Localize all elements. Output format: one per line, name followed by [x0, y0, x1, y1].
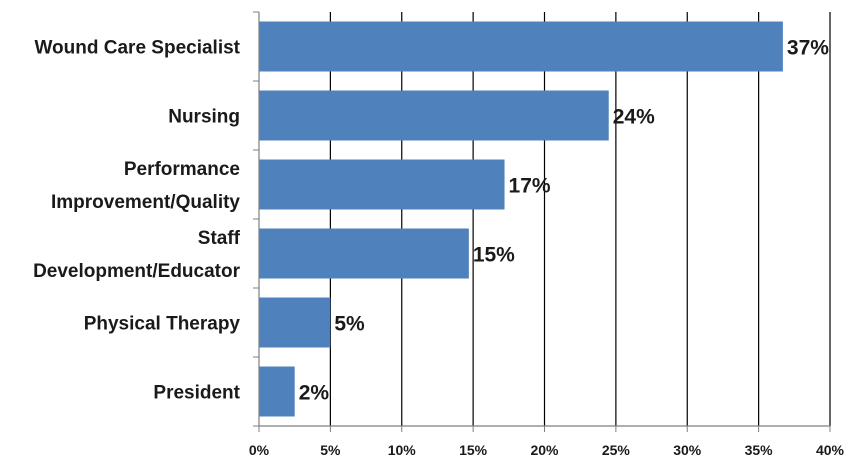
gridlines	[329, 12, 831, 426]
data-label: 2%	[299, 382, 330, 405]
data-label: 5%	[334, 313, 365, 336]
data-label: 24%	[613, 106, 655, 129]
x-tick-label: 20%	[530, 442, 559, 458]
axes	[253, 11, 831, 432]
labels: 0% 5% 10% 15% 20% 25% 30% 35% 40% Wound Care Spec…	[33, 37, 844, 459]
data-label: 17%	[509, 175, 551, 198]
bars	[259, 21, 783, 417]
category-label: Physical Therapy	[84, 314, 241, 335]
category-label: Improvement/Quality	[51, 192, 240, 213]
data-label: 15%	[473, 244, 515, 267]
category-label: Staff	[198, 228, 241, 249]
x-tick-label: 15%	[459, 442, 488, 458]
bar	[259, 21, 783, 72]
x-tick-label: 25%	[602, 442, 631, 458]
bar	[259, 228, 469, 279]
category-label: President	[153, 383, 240, 404]
category-label: Performance	[124, 159, 240, 180]
x-tick-label: 40%	[816, 442, 845, 458]
x-tick-label: 35%	[745, 442, 774, 458]
x-tick-label: 5%	[320, 442, 341, 458]
x-tick-label: 10%	[388, 442, 417, 458]
bar	[259, 366, 295, 417]
bar	[259, 159, 505, 210]
category-label: Nursing	[168, 107, 240, 128]
data-label: 37%	[787, 37, 829, 60]
bar	[259, 297, 331, 348]
x-tick-label: 0%	[249, 442, 270, 458]
bar	[259, 90, 609, 141]
x-tick-label: 30%	[673, 442, 702, 458]
category-label: Wound Care Specialist	[34, 38, 240, 59]
category-label: Development/Educator	[33, 261, 241, 282]
